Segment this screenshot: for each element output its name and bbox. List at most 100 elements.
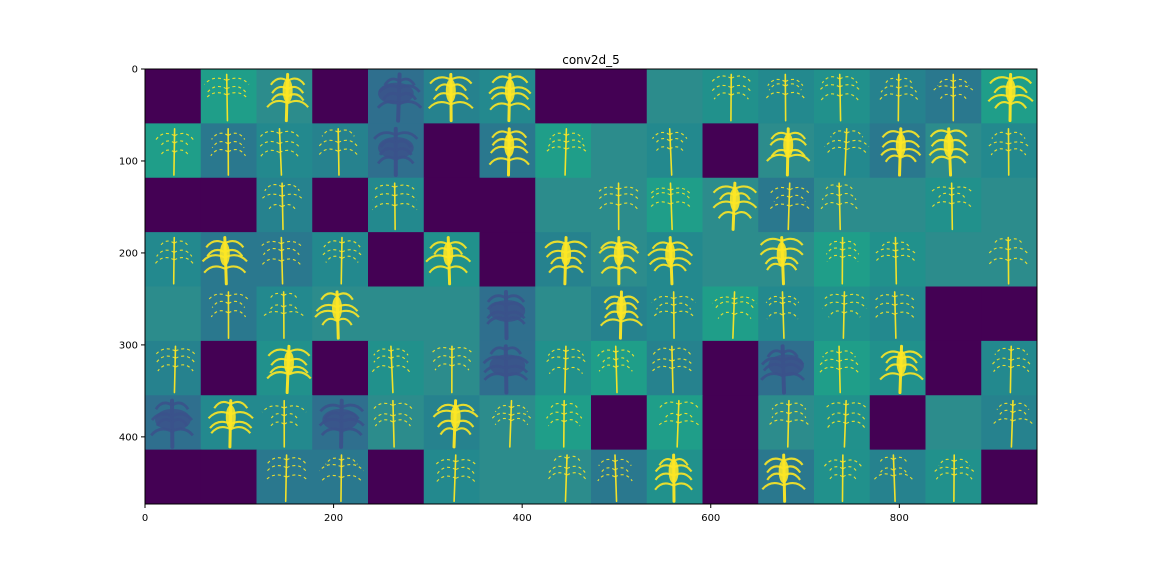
feature-tile-r4-c8 — [591, 286, 648, 342]
feature-tile-r2-c4 — [368, 177, 425, 233]
feature-tile-r6-c7 — [535, 395, 592, 451]
feature-tile-r7-c12 — [814, 449, 871, 504]
feature-tile-r2-c7 — [535, 177, 592, 233]
feature-tile-r7-c3 — [312, 449, 369, 504]
feature-tile-r2-c15 — [981, 177, 1037, 233]
feature-tile-r2-c2 — [256, 177, 313, 233]
feature-tile-r4-c9 — [646, 286, 704, 342]
feature-tile-r3-c6 — [479, 232, 536, 288]
feature-tile-r7-c8 — [591, 449, 648, 504]
feature-tile-r7-c0 — [145, 449, 202, 504]
feature-tile-r0-c12 — [814, 69, 871, 124]
feature-tile-r0-c1 — [200, 69, 258, 124]
feature-tile-r5-c12 — [814, 340, 871, 396]
feature-tile-r6-c14 — [925, 395, 982, 451]
feature-tile-r0-c15 — [981, 69, 1037, 124]
feature-tile-r7-c2 — [256, 449, 313, 504]
feature-tile-r1-c4 — [368, 123, 425, 179]
feature-tile-r4-c3 — [312, 286, 369, 342]
feature-tile-r6-c9 — [646, 395, 704, 451]
feature-tile-r1-c8 — [591, 123, 648, 179]
feature-tile-r1-c13 — [869, 123, 927, 179]
feature-tile-r6-c15 — [981, 395, 1037, 451]
feature-tile-r3-c15 — [981, 232, 1037, 288]
feature-tile-r6-c1 — [200, 395, 258, 451]
feature-tile-r0-c3 — [312, 69, 369, 124]
feature-tile-r2-c10 — [702, 177, 759, 233]
feature-tile-r7-c7 — [535, 449, 592, 504]
feature-tile-r7-c9 — [646, 449, 704, 504]
feature-tile-r1-c7 — [535, 123, 592, 179]
feature-tile-r2-c9 — [646, 177, 704, 233]
feature-tile-r4-c15 — [981, 286, 1037, 342]
feature-tile-r7-c11 — [758, 449, 815, 504]
feature-tile-r5-c2 — [256, 340, 313, 396]
feature-tile-r4-c12 — [814, 286, 871, 342]
feature-tile-r4-c0 — [145, 286, 202, 342]
feature-tile-r4-c1 — [200, 286, 258, 342]
feature-tile-r6-c0 — [145, 395, 202, 451]
feature-tile-r0-c10 — [702, 69, 759, 124]
feature-tile-r0-c11 — [758, 69, 815, 124]
x-axis: 0 200 400 600 800 — [142, 504, 909, 524]
feature-tile-r5-c13 — [869, 340, 927, 396]
feature-tile-r5-c10 — [702, 340, 759, 396]
feature-tile-r0-c6 — [479, 69, 536, 124]
feature-tile-r5-c0 — [145, 340, 202, 396]
feature-tile-r7-c13 — [869, 449, 927, 504]
x-tick-label: 0 — [142, 513, 148, 524]
feature-tile-r2-c8 — [591, 177, 648, 233]
feature-tile-r0-c14 — [925, 69, 982, 124]
feature-tile-r6-c11 — [758, 395, 815, 451]
feature-tile-r3-c11 — [758, 232, 815, 288]
feature-tile-r1-c10 — [702, 123, 759, 179]
feature-tile-r1-c5 — [423, 123, 481, 179]
feature-tile-r0-c4 — [368, 69, 425, 124]
feature-tile-r6-c3 — [312, 395, 369, 451]
feature-tile-r4-c5 — [423, 286, 481, 342]
feature-tile-r0-c9 — [646, 69, 704, 124]
feature-tile-r2-c1 — [200, 177, 258, 233]
feature-tile-r7-c10 — [702, 449, 759, 504]
feature-tile-r5-c5 — [423, 340, 481, 396]
feature-tile-r5-c1 — [200, 340, 258, 396]
feature-tile-r4-c14 — [925, 286, 982, 342]
feature-tile-r6-c10 — [702, 395, 759, 451]
y-tick-label: 100 — [119, 156, 138, 167]
feature-tile-r6-c4 — [368, 395, 425, 451]
feature-tile-r3-c12 — [814, 232, 871, 288]
feature-tile-r1-c12 — [814, 123, 871, 179]
feature-tile-r3-c10 — [702, 232, 759, 288]
feature-tile-r6-c8 — [591, 395, 648, 451]
feature-tile-r3-c14 — [925, 232, 982, 288]
feature-tile-r3-c3 — [312, 232, 369, 288]
x-tick-label: 800 — [890, 513, 909, 524]
feature-tile-r3-c8 — [591, 232, 648, 288]
y-tick-label: 0 — [132, 65, 138, 76]
feature-tile-r0-c5 — [423, 69, 481, 124]
feature-tile-r5-c6 — [479, 340, 536, 396]
feature-tile-r3-c7 — [535, 232, 592, 288]
feature-tile-r4-c13 — [869, 286, 927, 342]
y-axis: 0 100 200 300 400 — [119, 65, 145, 443]
y-tick-label: 400 — [119, 432, 138, 443]
feature-tile-r3-c13 — [869, 232, 927, 288]
feature-tile-r4-c6 — [479, 286, 536, 342]
feature-tile-r7-c4 — [368, 449, 425, 504]
feature-tile-r5-c3 — [312, 340, 369, 396]
activation-tiles — [145, 69, 1037, 504]
feature-tile-r0-c2 — [256, 69, 313, 124]
feature-tile-r2-c0 — [145, 177, 202, 233]
feature-tile-r1-c2 — [256, 123, 313, 179]
feature-tile-r5-c9 — [646, 340, 704, 396]
feature-tile-r3-c5 — [423, 232, 481, 288]
feature-tile-r4-c10 — [702, 286, 759, 342]
feature-tile-r7-c14 — [925, 449, 982, 504]
feature-tile-r6-c13 — [869, 395, 927, 451]
feature-tile-r3-c4 — [368, 232, 425, 288]
feature-tile-r2-c13 — [869, 177, 927, 233]
feature-tile-r5-c11 — [758, 340, 815, 396]
feature-tile-r1-c9 — [646, 123, 704, 179]
feature-tile-r5-c8 — [591, 340, 648, 396]
